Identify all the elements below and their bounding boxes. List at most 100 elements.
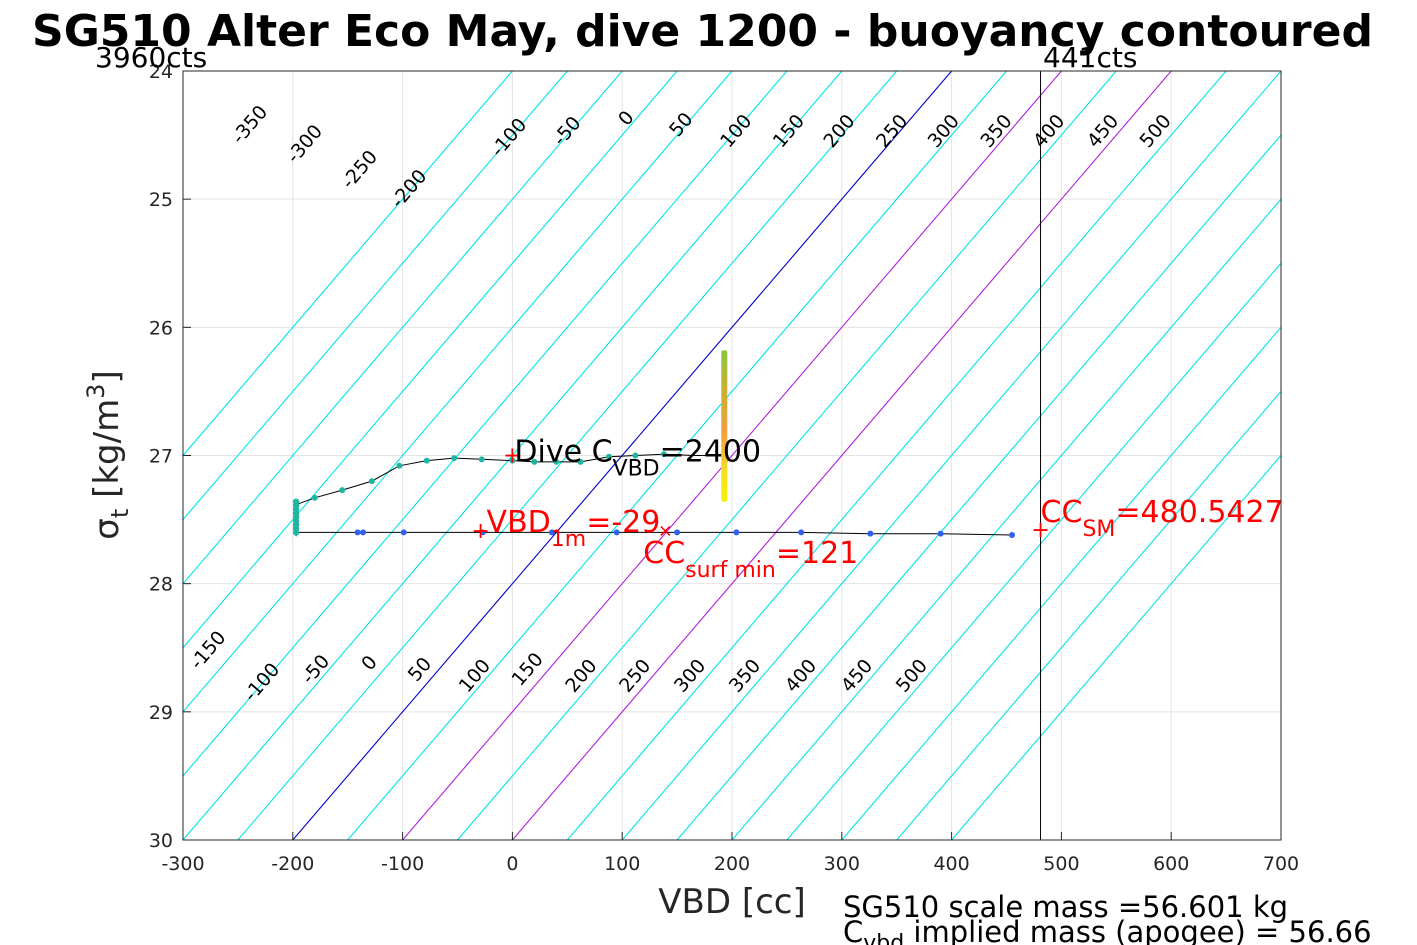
contour-label: 500 — [892, 655, 932, 697]
x-tick-label: -100 — [381, 853, 424, 875]
dive-point — [451, 455, 458, 462]
contour-line — [511, 71, 1172, 840]
contour-label: 400 — [781, 655, 821, 697]
contour-line — [292, 71, 953, 840]
x-tick-label: 200 — [714, 853, 750, 875]
contour-label: 300 — [924, 110, 964, 152]
contour-label: 400 — [1029, 110, 1069, 152]
climb-point — [354, 529, 361, 536]
y-axis-label: σt [kg/m3] — [82, 370, 134, 539]
dive-point — [509, 457, 516, 464]
dive-point — [368, 478, 375, 485]
dive-point — [660, 451, 667, 458]
y-tick-label: 24 — [149, 61, 173, 83]
contour-line — [621, 71, 1281, 840]
cc-sm-annotation: CCSM=480.5427 — [1041, 495, 1284, 542]
contour-line — [402, 71, 1062, 840]
climb-point — [798, 529, 805, 536]
contour-line — [457, 71, 1117, 840]
dive-point — [577, 458, 584, 465]
contour-line — [841, 326, 1281, 840]
climb-point — [360, 529, 367, 536]
contour-label: 150 — [507, 649, 547, 691]
climb-point — [1008, 531, 1015, 538]
dive-point — [339, 487, 346, 494]
contour-line — [183, 71, 568, 521]
contour-label: 450 — [837, 655, 877, 697]
contour-line — [731, 198, 1281, 840]
contour-label: 50 — [404, 653, 436, 686]
y-tick-label: 25 — [149, 189, 173, 211]
y-tick-label: 29 — [149, 702, 173, 724]
marker-plus: + — [1031, 518, 1049, 543]
dive-point — [531, 458, 538, 465]
apogee-column — [721, 350, 728, 502]
contour-label: -200 — [387, 165, 432, 212]
x-tick-label: 700 — [1263, 853, 1299, 875]
contour-label: 300 — [670, 655, 710, 697]
marker-plus: + — [503, 444, 521, 469]
y-tick-label: 26 — [149, 317, 173, 339]
chart-title: SG510 Alter Eco May, dive 1200 - buoyanc… — [32, 6, 1373, 57]
contour-line — [786, 262, 1281, 840]
y-tick-label: 27 — [149, 446, 173, 468]
climb-point — [867, 530, 874, 537]
x-tick-label: -200 — [271, 853, 314, 875]
dive-point — [632, 452, 639, 459]
contour-label: 350 — [976, 110, 1016, 152]
buoyancy-contours — [183, 71, 1281, 840]
contour-label: -50 — [549, 112, 586, 150]
contour-line — [183, 71, 843, 840]
contour-label: 0 — [614, 107, 639, 130]
contour-line — [347, 71, 1007, 840]
climb-point — [548, 529, 555, 536]
counts-left-label: 3960cts — [95, 41, 207, 74]
climb-point — [937, 530, 944, 537]
dive-point — [423, 457, 430, 464]
bottom-point — [292, 529, 300, 536]
x-tick-label: -300 — [161, 853, 204, 875]
contour-label: -300 — [282, 120, 327, 167]
contour-label: 200 — [561, 655, 601, 697]
climb-point — [733, 529, 740, 536]
x-tick-label: 100 — [604, 853, 640, 875]
contour-line — [183, 71, 733, 713]
x-tick-label: 300 — [824, 853, 860, 875]
contour-line — [676, 134, 1281, 840]
x-tick-label: 400 — [933, 853, 969, 875]
climb-point — [400, 529, 407, 536]
dive-trace — [295, 453, 721, 514]
tick-labels: -300 -200 -100 0 100 200 300 400 500 600 700242526… — [149, 61, 1299, 875]
climb-point — [674, 529, 681, 536]
contour-line — [237, 71, 898, 840]
vbd-1m-annotation: VBD1m=-29 — [487, 505, 661, 552]
contour-line — [183, 71, 623, 585]
cc-surf-min-annotation: CCsurf min=121 — [643, 536, 858, 583]
marker-plus: + — [471, 519, 489, 544]
contour-label: 250 — [615, 655, 655, 697]
dive-point — [478, 456, 485, 463]
climb-point — [613, 529, 620, 536]
scale-mass-text: SG510 scale mass =56.601 kg — [843, 890, 1288, 924]
dive-point — [606, 453, 613, 460]
y-tick-label: 28 — [149, 574, 173, 596]
contour-label: -50 — [297, 651, 334, 689]
x-axis-label: VBD [cc] — [658, 882, 806, 922]
contour-label: 250 — [872, 110, 912, 152]
counts-right-label: 441cts — [1043, 41, 1137, 74]
contour-line — [566, 71, 1227, 840]
contour-label: -350 — [227, 101, 272, 148]
dive-cvbd-annotation: Dive CVBD=2400 — [514, 435, 761, 482]
climb-point — [479, 529, 486, 536]
dive-point — [396, 462, 403, 469]
x-tick-label: 0 — [506, 853, 518, 875]
marker-x: × — [658, 520, 673, 541]
contour-label: -250 — [337, 146, 382, 193]
contour-line — [183, 71, 678, 649]
x-tick-label: 600 — [1153, 853, 1189, 875]
contour-label: 350 — [725, 655, 765, 697]
dive-point — [553, 458, 560, 465]
contour-label: 200 — [819, 110, 859, 152]
contour-line — [896, 390, 1281, 840]
